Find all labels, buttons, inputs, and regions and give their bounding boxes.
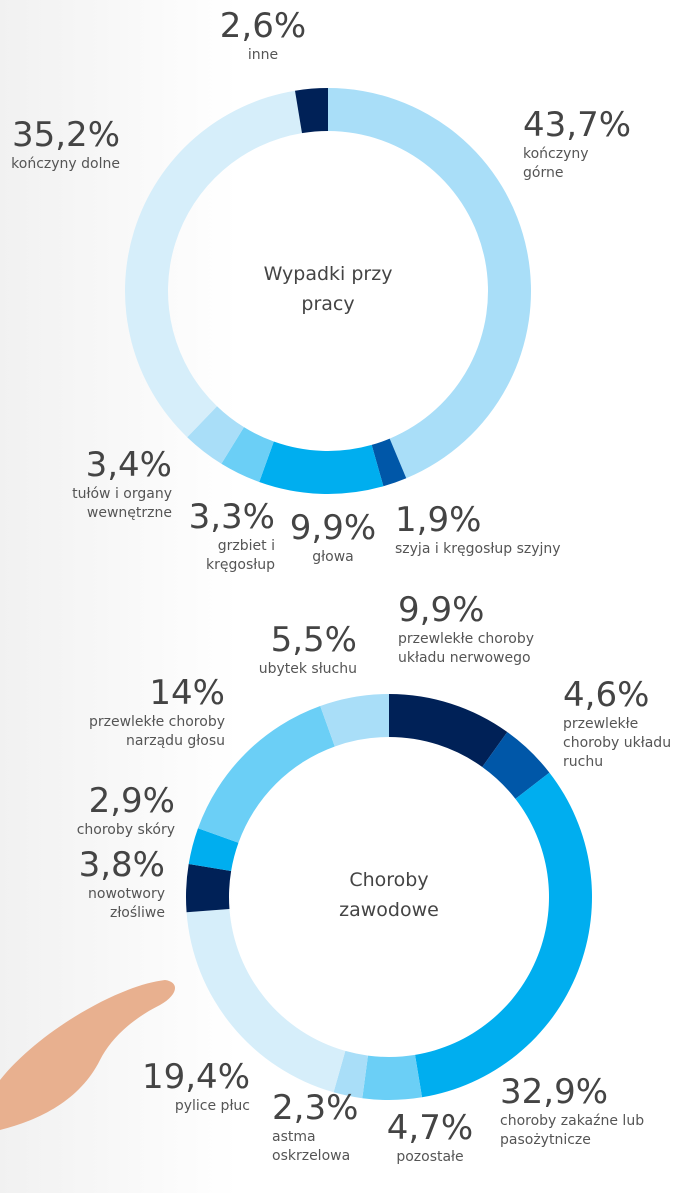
slice-label: 2,6%inne <box>213 6 313 65</box>
percent-label: 3,4% <box>42 445 172 485</box>
slice-label: 3,8%nowotwory złośliwe <box>55 845 165 923</box>
category-label: przewlekłe choroby narządu głosu <box>45 713 225 751</box>
category-label: choroby skóry <box>35 821 175 840</box>
slice-label: 3,3%grzbiet i kręgosłup <box>175 497 275 575</box>
category-label: pozostałe <box>380 1148 480 1167</box>
percent-label: 9,9% <box>283 508 383 548</box>
slice-label: 4,6%przewlekłe choroby układu ruchu <box>563 675 675 772</box>
category-label: astma oskrzelowa <box>272 1128 372 1166</box>
chart-title: Wypadki przy pracy <box>253 259 403 319</box>
slice-label: 19,4%pylice płuc <box>110 1057 250 1116</box>
category-label: nowotwory złośliwe <box>55 885 165 923</box>
slice-label: 5,5%ubytek słuchu <box>217 620 357 679</box>
percent-label: 4,7% <box>380 1108 480 1148</box>
category-label: przewlekłe choroby układu nerwowego <box>398 630 578 668</box>
category-label: kończyny górne <box>523 145 633 183</box>
slice-label: 32,9%choroby zakaźne lub pasożytnicze <box>500 1072 660 1150</box>
infographic: 43,7%kończyny górne 1,9%szyja i kręgosłup… <box>0 0 678 1193</box>
percent-label: 1,9% <box>395 500 605 540</box>
category-label: ubytek słuchu <box>217 660 357 679</box>
donut-slice <box>415 773 592 1098</box>
slice-label: 43,7%kończyny górne <box>523 105 633 183</box>
category-label: kończyny dolne <box>10 155 120 174</box>
donut-slice <box>259 442 383 494</box>
slice-label: 9,9%głowa <box>283 508 383 567</box>
slice-label: 3,4%tułów i organy wewnętrzne <box>42 445 172 523</box>
slice-label: 1,9%szyja i kręgosłup szyjny <box>395 500 605 559</box>
percent-label: 2,9% <box>35 781 175 821</box>
donut-slice <box>186 864 231 912</box>
category-label: inne <box>213 46 313 65</box>
category-label: głowa <box>283 548 383 567</box>
chart-title: Choroby zawodowe <box>314 865 464 925</box>
percent-label: 3,8% <box>55 845 165 885</box>
slice-label: 4,7%pozostałe <box>380 1108 480 1167</box>
category-label: choroby zakaźne lub pasożytnicze <box>500 1112 660 1150</box>
percent-label: 3,3% <box>175 497 275 537</box>
donut-slice <box>389 694 507 767</box>
category-label: grzbiet i kręgosłup <box>175 537 275 575</box>
slice-label: 9,9%przewlekłe choroby układu nerwowego <box>398 590 578 668</box>
percent-label: 35,2% <box>10 115 120 155</box>
category-label: przewlekłe choroby układu ruchu <box>563 715 675 772</box>
percent-label: 32,9% <box>500 1072 660 1112</box>
percent-label: 2,6% <box>213 6 313 46</box>
percent-label: 19,4% <box>110 1057 250 1097</box>
percent-label: 43,7% <box>523 105 633 145</box>
percent-label: 9,9% <box>398 590 578 630</box>
category-label: pylice płuc <box>110 1097 250 1116</box>
slice-label: 2,3%astma oskrzelowa <box>272 1088 372 1166</box>
percent-label: 2,3% <box>272 1088 372 1128</box>
percent-label: 5,5% <box>217 620 357 660</box>
percent-label: 14% <box>45 673 225 713</box>
slice-label: 2,9%choroby skóry <box>35 781 175 840</box>
slice-label: 35,2%kończyny dolne <box>10 115 120 174</box>
slice-label: 14%przewlekłe choroby narządu głosu <box>45 673 225 751</box>
category-label: tułów i organy wewnętrzne <box>42 485 172 523</box>
percent-label: 4,6% <box>563 675 675 715</box>
category-label: szyja i kręgosłup szyjny <box>395 540 605 559</box>
